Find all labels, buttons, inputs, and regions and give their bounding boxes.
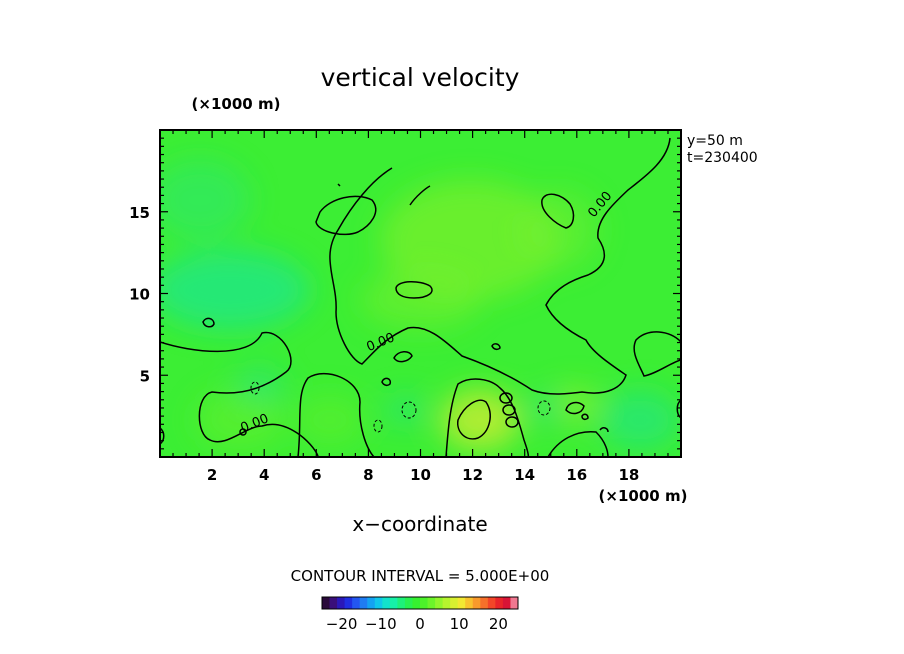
contour-line — [160, 331, 319, 457]
negative-contour — [537, 400, 551, 416]
contour-lines — [160, 137, 681, 457]
colorbar-tick-label: 10 — [450, 615, 469, 633]
colorbar — [321, 596, 519, 610]
field-shading — [160, 160, 680, 450]
colorbar-swatch — [420, 597, 428, 609]
colorbar-swatch — [472, 597, 481, 609]
x-axis-label: x−coordinate — [352, 512, 487, 536]
colorbar-tick-label: −10 — [365, 615, 397, 633]
colorbar-swatch — [404, 597, 413, 609]
colorbar-frame — [321, 596, 519, 610]
colorbar-swatch — [367, 597, 376, 609]
colorbar-swatch — [412, 597, 421, 609]
negative-contours — [250, 381, 551, 433]
y-axis-unit: (×1000 m) — [192, 95, 281, 113]
contour-line — [676, 399, 681, 419]
colorbar-tick-label: −20 — [326, 615, 358, 633]
contour-line — [581, 413, 589, 421]
contour-line — [547, 431, 609, 457]
colorbar-swatch — [465, 597, 474, 609]
colorbar-swatch — [510, 597, 519, 609]
colorbar-swatch — [344, 597, 353, 609]
y-tick-label: 10 — [129, 286, 150, 304]
colorbar-swatch — [397, 597, 406, 609]
contour-line — [160, 427, 165, 445]
contour-line — [315, 195, 377, 236]
colorbar-swatch — [359, 597, 368, 609]
info-y-position: y=50 m — [687, 133, 743, 149]
colorbar-swatch — [457, 597, 466, 609]
contour-interval-text: CONTOUR INTERVAL = 5.000E+00 — [291, 567, 550, 585]
colorbar-ticks: −20 −10 0 10 20 — [326, 615, 508, 633]
x-tick-label: 4 — [259, 466, 269, 484]
colorbar-swatch — [382, 597, 391, 609]
contour-line — [297, 372, 375, 457]
colorbar-tick-label: 0 — [415, 615, 425, 633]
contour-line — [445, 378, 530, 457]
x-tick-label: 16 — [566, 466, 587, 484]
contour-line — [505, 416, 519, 428]
colorbar-swatch — [389, 597, 398, 609]
contour-line — [337, 183, 341, 187]
negative-contour — [373, 419, 383, 433]
contour-line — [599, 427, 609, 433]
x-tick-label: 18 — [618, 466, 639, 484]
x-axis-unit: (×1000 m) — [599, 487, 688, 505]
contour-line — [633, 331, 681, 377]
x-tick-label: 14 — [514, 466, 535, 484]
x-tick-label: 12 — [462, 466, 483, 484]
contour-line — [491, 343, 501, 351]
contour-line — [395, 281, 433, 299]
contour-line — [541, 193, 575, 229]
contour-line — [329, 137, 671, 395]
colorbar-swatch — [480, 597, 489, 609]
x-tick-label: 8 — [363, 466, 373, 484]
y-tick-label: 15 — [129, 204, 150, 222]
colorbar-swatch — [450, 597, 459, 609]
x-axis-ticks: 2 4 6 8 10 12 14 16 18 — [172, 130, 669, 484]
contour-line — [239, 428, 247, 436]
x-tick-label: 10 — [410, 466, 431, 484]
colorbar-swatch — [352, 597, 361, 609]
colorbar-swatch — [427, 597, 436, 609]
contour-line — [502, 404, 516, 416]
colorbar-swatch — [322, 597, 330, 609]
x-tick-label: 6 — [311, 466, 321, 484]
negative-contour — [401, 401, 417, 419]
colorbar-swatch — [442, 597, 451, 609]
colorbar-swatch — [502, 597, 511, 609]
contour-line — [202, 317, 215, 328]
x-tick-label: 2 — [207, 466, 217, 484]
colorbar-swatch — [329, 597, 338, 609]
contour-line — [565, 401, 585, 415]
y-tick-label: 5 — [140, 367, 150, 385]
colorbar-swatch — [337, 597, 346, 609]
info-time: t=230400 — [687, 150, 758, 166]
colorbar-swatch — [487, 597, 496, 609]
contour-line — [499, 392, 513, 404]
colorbar-tick-label: 20 — [489, 615, 508, 633]
contour-line — [381, 377, 392, 387]
contour-line — [393, 351, 413, 363]
velocity-field: 0.00 0.00 0.00 — [160, 130, 681, 457]
colorbar-swatch — [435, 597, 444, 609]
contour-line — [457, 399, 491, 440]
negative-contour — [250, 381, 260, 395]
colorbar-swatch — [495, 597, 504, 609]
y-axis-ticks: 5 10 15 — [129, 137, 681, 450]
colorbar-swatch — [374, 597, 383, 609]
chart-title: vertical velocity — [321, 63, 520, 92]
contour-line — [409, 185, 431, 206]
